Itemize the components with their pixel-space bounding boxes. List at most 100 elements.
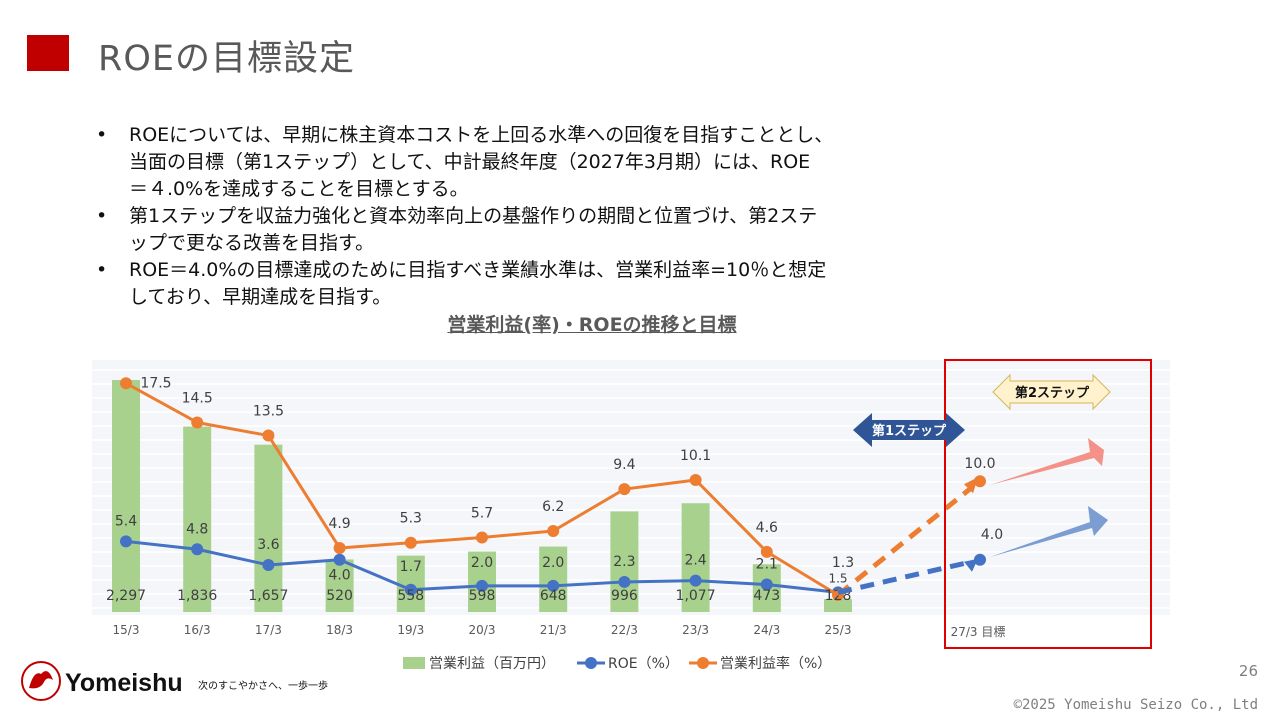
roe-label-23/3: 2.4 bbox=[684, 553, 706, 569]
opm-label-23/3: 10.1 bbox=[680, 448, 711, 464]
bar-18/3 bbox=[325, 559, 354, 612]
opm-label-24/3: 4.6 bbox=[756, 520, 778, 536]
legend-opm-label: 営業利益率（%） bbox=[720, 655, 831, 672]
legend-roe-marker bbox=[585, 657, 597, 669]
opm-label-19/3: 5.3 bbox=[400, 511, 422, 527]
bar-label-16/3: 1,836 bbox=[177, 588, 217, 604]
opm-label-20/3: 5.7 bbox=[471, 506, 493, 522]
opm-label-16/3: 14.5 bbox=[182, 390, 213, 406]
opm-label-22/3: 9.4 bbox=[613, 457, 635, 473]
roe-label-22/3: 2.3 bbox=[613, 554, 635, 570]
opm-point-22/3 bbox=[618, 483, 631, 496]
roe-point-18/3 bbox=[333, 553, 346, 566]
step2-arrow bbox=[992, 373, 1111, 411]
x-axis: 15/3 16/3 17/3 18/3 19/3 20/3 21/3 22/3 23/3 24/3… bbox=[113, 623, 1006, 639]
x-tick-24/3: 24/3 bbox=[753, 623, 780, 637]
page-number: 26 bbox=[1238, 662, 1258, 680]
bullet-item-3: • ROE＝4.0%の目標達成のために目指すべき業績水準は、営業利益率=10％と… bbox=[96, 257, 926, 311]
x-tick-20/3: 20/3 bbox=[469, 623, 496, 637]
opm-point-16/3 bbox=[191, 416, 204, 429]
bullet-2-line-1: 第1ステップを収益力強化と資本効率向上の基盤作りの期間と位置づけ、第2ステ bbox=[129, 205, 818, 227]
bar-label-23/3: 1,077 bbox=[676, 588, 716, 604]
roe-point-19/3 bbox=[404, 583, 417, 596]
x-tick-19/3: 19/3 bbox=[397, 623, 424, 637]
bar-21/3 bbox=[539, 546, 568, 612]
x-tick-18/3: 18/3 bbox=[326, 623, 353, 637]
roe-label-20/3: 2.0 bbox=[471, 555, 493, 571]
bar-label-21/3: 648 bbox=[540, 588, 567, 604]
step2-label: 第2ステップ bbox=[1015, 385, 1090, 401]
x-tick-22/3: 22/3 bbox=[611, 623, 638, 637]
bar-label-15/3: 2,297 bbox=[106, 588, 146, 604]
step1-label: 第1ステップ bbox=[872, 423, 947, 439]
title-accent-square bbox=[27, 35, 69, 71]
bullet-1-line-1: ROEについては、早期に株主資本コストを上回る水準への回復を目指すこととし、 bbox=[129, 124, 834, 146]
bullet-list: • ROEについては、早期に株主資本コストを上回る水準への回復を目指すこととし、… bbox=[96, 122, 926, 311]
bullet-marker: • bbox=[96, 259, 108, 281]
line-series bbox=[120, 377, 844, 602]
bullet-1-line-2: 当面の目標（第1ステップ）として、中計最終年度（2027年3月期）には、ROE bbox=[129, 151, 811, 173]
brand-name: Yomeishu bbox=[65, 669, 183, 697]
opm-label-15/3: 17.5 bbox=[140, 375, 171, 391]
x-tick-23/3: 23/3 bbox=[682, 623, 709, 637]
opm-point-21/3 bbox=[547, 524, 560, 537]
legend: 営業利益（百万円） ROE（%） 営業利益率（%） bbox=[403, 655, 831, 672]
bar-label-18/3: 520 bbox=[326, 588, 353, 604]
roe-label-17/3: 3.6 bbox=[257, 537, 279, 553]
copyright: ©2025 Yomeishu Seizo Co., Ltd bbox=[1013, 697, 1258, 713]
opm-point-15/3 bbox=[120, 377, 132, 390]
opm-label-18/3: 4.9 bbox=[328, 516, 350, 532]
target-projection: 10.0 4.0 bbox=[836, 438, 1108, 597]
step-arrows: 第1ステップ 第2ステップ bbox=[853, 373, 1111, 447]
opm-point-20/3 bbox=[476, 531, 488, 544]
legend-bar-swatch bbox=[403, 657, 425, 669]
opm-target-label: 10.0 bbox=[964, 456, 995, 472]
bar-15/3 bbox=[112, 380, 140, 612]
roe-label-21/3: 2.0 bbox=[542, 555, 564, 571]
x-tick-17/3: 17/3 bbox=[255, 623, 282, 637]
bar-22/3 bbox=[610, 511, 639, 612]
opm-label-17/3: 13.5 bbox=[253, 404, 284, 420]
x-tick-15/3: 15/3 bbox=[113, 623, 140, 637]
brand-tagline: 次のすこやかさへ、一歩一歩 bbox=[198, 679, 328, 692]
roe-label-15/3: 5.4 bbox=[115, 513, 137, 529]
x-tick-25/3: 25/3 bbox=[825, 623, 852, 637]
opm-target-point bbox=[974, 475, 986, 488]
roe-point-20/3 bbox=[476, 579, 488, 592]
step1-arrow bbox=[853, 413, 965, 447]
bullet-marker: • bbox=[96, 124, 108, 146]
bullet-3-line-2: しており、早期達成を目指す。 bbox=[129, 286, 392, 308]
legend-opm-marker bbox=[697, 657, 709, 669]
x-tick-16/3: 16/3 bbox=[184, 623, 211, 637]
roe-label-18/3: 4.0 bbox=[328, 568, 350, 584]
opm-point-19/3 bbox=[404, 536, 417, 549]
x-tick-target: 27/3 目標 bbox=[951, 625, 1006, 639]
legend-roe-label: ROE（%） bbox=[608, 656, 679, 672]
bar-series bbox=[112, 380, 852, 612]
x-tick-21/3: 21/3 bbox=[540, 623, 567, 637]
target-highlight-box bbox=[944, 359, 1152, 649]
roe-point-21/3 bbox=[547, 579, 560, 592]
roe-point-24/3 bbox=[760, 578, 773, 591]
logo-emblem-shape bbox=[29, 671, 53, 689]
roe-point-16/3 bbox=[191, 543, 204, 556]
chart-title: 営業利益(率)・ROEの推移と目標 bbox=[447, 314, 737, 336]
opm-label-21/3: 6.2 bbox=[542, 499, 564, 515]
bar-label-24/3: 473 bbox=[753, 588, 780, 604]
bullet-3-line-1: ROE＝4.0%の目標達成のために目指すべき業績水準は、営業利益率=10％と想定 bbox=[129, 259, 827, 281]
opm-point-18/3 bbox=[333, 541, 346, 554]
bar-16/3 bbox=[183, 426, 212, 612]
roe-point-23/3 bbox=[689, 574, 702, 587]
bar-25/3 bbox=[824, 599, 852, 612]
roe-label-24/3: 2.1 bbox=[756, 557, 778, 573]
opm-growth-arrow bbox=[990, 438, 1104, 485]
roe-point-17/3 bbox=[262, 558, 275, 571]
opm-point-23/3 bbox=[689, 473, 702, 486]
roe-point-22/3 bbox=[618, 575, 631, 588]
brand-logo: Yomeishu 次のすこやかさへ、一歩一歩 bbox=[20, 660, 340, 705]
page-title: ROEの目標設定 bbox=[98, 39, 355, 79]
roe-point-15/3 bbox=[120, 535, 132, 548]
bullet-item-2: • 第1ステップを収益力強化と資本効率向上の基盤作りの期間と位置づけ、第2ステ … bbox=[96, 203, 926, 257]
legend-bar-label: 営業利益（百万円） bbox=[429, 656, 555, 672]
roe-label-16/3: 4.8 bbox=[186, 521, 208, 537]
